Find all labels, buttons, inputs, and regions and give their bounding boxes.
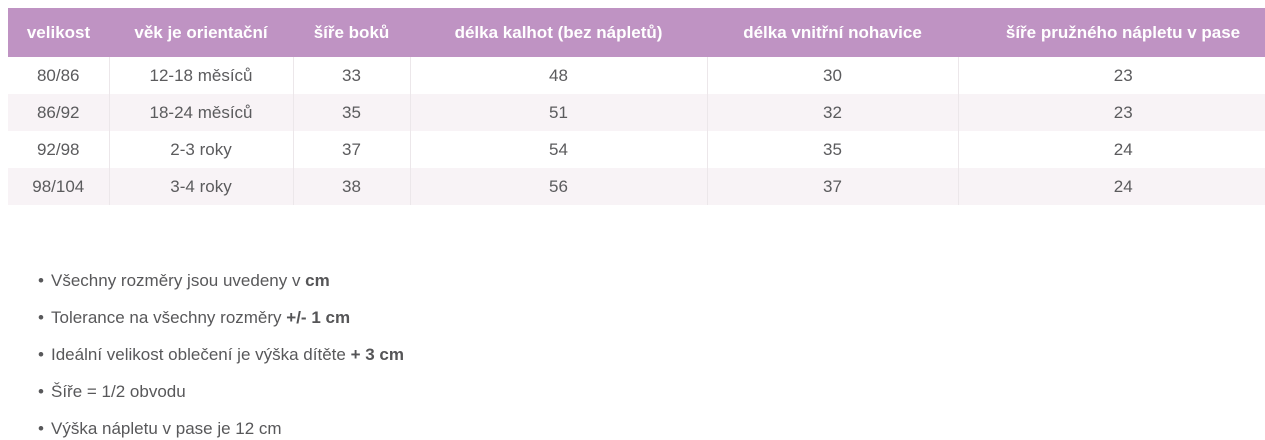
list-item: • Šíře = 1/2 obvodu	[38, 380, 404, 404]
cell-age: 3-4 roky	[108, 168, 293, 205]
column-header-delka-kalhot: délka kalhot (bez nápletů)	[410, 8, 707, 57]
notes-list: • Všechny rozměry jsou uvedeny v cm • Tole…	[38, 269, 404, 440]
column-header-vek: věk je orientační	[109, 8, 293, 57]
cell-size: 86/92	[8, 94, 109, 131]
cell-hip-width: 33	[292, 57, 410, 94]
table-row: 80/86 12-18 měsíců 33 48 30 23	[8, 57, 1265, 94]
note-text: Tolerance na všechny rozměry	[51, 308, 287, 327]
table-row: 98/104 3-4 roky 38 56 37 24	[8, 168, 1265, 205]
note-text: Šíře = 1/2 obvodu	[51, 382, 186, 401]
table-header-row: velikost věk je orientační šíře boků dél…	[8, 8, 1265, 57]
size-table: velikost věk je orientační šíře boků dél…	[8, 8, 1265, 205]
cell-size: 98/104	[8, 168, 109, 205]
cell-inner-leg: 30	[706, 57, 958, 94]
table-row: 86/92 18-24 měsíců 35 51 32 23	[8, 94, 1265, 131]
cell-age: 18-24 měsíců	[108, 94, 293, 131]
cell-pants-length: 54	[409, 131, 707, 168]
list-item: • Tolerance na všechny rozměry +/- 1 cm	[38, 306, 404, 330]
cell-size: 92/98	[8, 131, 109, 168]
cell-hip-width: 38	[292, 168, 410, 205]
cell-size: 80/86	[8, 57, 109, 94]
cell-waistband-width: 24	[957, 168, 1265, 205]
cell-inner-leg: 37	[706, 168, 958, 205]
note-bold: +/- 1 cm	[286, 308, 351, 327]
cell-inner-leg: 32	[706, 94, 958, 131]
cell-waistband-width: 23	[957, 57, 1265, 94]
cell-inner-leg: 35	[706, 131, 958, 168]
cell-age: 12-18 měsíců	[108, 57, 293, 94]
note-bold: cm	[305, 271, 330, 290]
list-item: • Všechny rozměry jsou uvedeny v cm	[38, 269, 404, 293]
cell-pants-length: 51	[409, 94, 707, 131]
column-header-sire-boku: šíře boků	[293, 8, 410, 57]
list-item: • Výška nápletu v pase je 12 cm	[38, 417, 404, 440]
bullet-icon: •	[38, 382, 44, 401]
table-row: 92/98 2-3 roky 37 54 35 24	[8, 131, 1265, 168]
cell-hip-width: 35	[292, 94, 410, 131]
cell-pants-length: 48	[409, 57, 707, 94]
cell-waistband-width: 24	[957, 131, 1265, 168]
cell-waistband-width: 23	[957, 94, 1265, 131]
bullet-icon: •	[38, 419, 44, 438]
size-table-container: velikost věk je orientační šíře boků dél…	[8, 8, 1265, 205]
cell-hip-width: 37	[292, 131, 410, 168]
note-bold: + 3 cm	[350, 345, 404, 364]
note-text: Výška nápletu v pase je 12 cm	[51, 419, 282, 438]
bullet-icon: •	[38, 271, 44, 290]
bullet-icon: •	[38, 345, 44, 364]
note-text: Všechny rozměry jsou uvedeny v	[51, 271, 306, 290]
note-text: Ideální velikost oblečení je výška dítět…	[51, 345, 351, 364]
column-header-delka-nohavice: délka vnitřní nohavice	[707, 8, 958, 57]
column-header-velikost: velikost	[8, 8, 109, 57]
cell-age: 2-3 roky	[108, 131, 293, 168]
list-item: • Ideální velikost oblečení je výška dítě…	[38, 343, 404, 367]
bullet-icon: •	[38, 308, 44, 327]
column-header-sire-napletu: šíře pružného nápletu v pase	[958, 8, 1265, 57]
cell-pants-length: 56	[409, 168, 707, 205]
